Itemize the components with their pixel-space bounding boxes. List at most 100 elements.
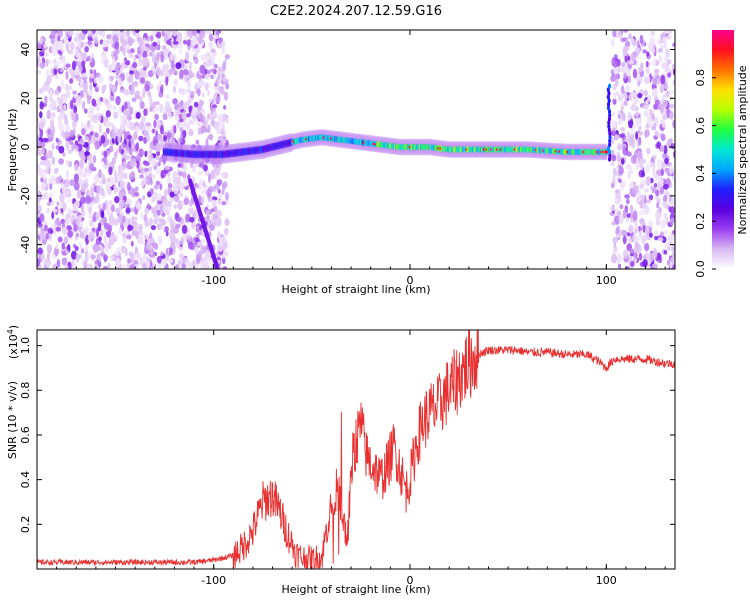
spectrogram-noise-cell	[140, 44, 145, 53]
spectrogram-noise-cell	[152, 54, 157, 64]
spectrogram-noise-cell	[644, 225, 651, 236]
spectrogram-noise-cell	[622, 235, 627, 245]
spectrogram-noise-cell	[662, 195, 668, 202]
colorbar-label: Normalized spectral amplitude	[736, 65, 749, 234]
spectrogram-noise-cell	[129, 207, 135, 213]
spectrogram-noise-cell	[74, 140, 79, 145]
spectrogram-noise-cell	[652, 155, 657, 160]
spectrogram-noise-cell	[180, 237, 184, 245]
spectrogram-noise-cell	[125, 207, 131, 214]
spectrogram-noise-cell	[614, 134, 620, 139]
spectrogram-noise-cell	[183, 64, 188, 70]
spectrogram-noise-cell	[37, 258, 40, 268]
spectrogram-noise-cell	[656, 159, 663, 170]
spectrogram-noise-cell	[77, 95, 81, 103]
spectrogram-noise-cell	[172, 98, 178, 105]
spectrogram-noise-cell	[82, 173, 87, 178]
spectrogram-noise-cell	[620, 181, 624, 191]
spectrogram-noise-cell	[106, 103, 113, 110]
spectrogram-noise-cell	[110, 204, 115, 213]
spectrogram-noise-cell	[127, 182, 131, 192]
spectrogram-noise-cell	[625, 40, 631, 47]
spectrogram-noise-cell	[188, 207, 195, 215]
spectrogram-noise-cell	[164, 254, 170, 261]
spectrogram-noise-cell	[73, 105, 78, 114]
spectrogram-noise-cell	[40, 177, 44, 183]
spectrogram-y-tick-label: -20	[19, 187, 32, 205]
spectrogram-noise-cell	[663, 84, 669, 90]
spectrogram-noise-cell	[89, 56, 93, 63]
spectrogram-noise-cell	[119, 121, 126, 131]
spectrogram-noise-cell	[637, 131, 644, 136]
spectrogram-noise-cell	[662, 153, 669, 158]
spectrogram-noise-cell	[630, 52, 637, 61]
spectrogram-noise-cell	[79, 82, 84, 89]
spectrogram-noise-cell	[208, 33, 214, 42]
spectrogram-noise-cell	[54, 61, 60, 67]
spectrogram-noise-cell	[660, 168, 665, 176]
spectrogram-noise-cell	[169, 191, 175, 198]
spectrogram-noise-cell	[65, 169, 69, 179]
spectrogram-noise-cell	[669, 262, 673, 269]
spectrogram-noise-cell	[644, 89, 648, 97]
spectrogram-noise-cell	[164, 188, 168, 198]
spectrogram-noise-cell	[625, 216, 629, 224]
spectrogram-noise-cell	[185, 100, 192, 106]
spectrogram-noise-cell	[180, 99, 184, 107]
spectrogram-noise-cell	[623, 92, 628, 100]
spectrogram-noise-cell	[62, 152, 66, 157]
spectrogram-noise-cell	[217, 231, 221, 240]
spectrogram-noise-cell	[162, 113, 168, 120]
spectrogram-noise-cell	[610, 182, 615, 189]
spectrogram-noise-cell	[87, 30, 92, 37]
spectrogram-noise-cell	[40, 156, 47, 161]
spectrogram-noise-cell	[632, 185, 637, 195]
spectrogram-noise-cell	[57, 236, 63, 243]
spectrogram-noise-cell	[195, 139, 200, 145]
spectrogram-noise-cell	[62, 179, 66, 185]
spectrogram-noise-cell	[140, 180, 145, 188]
spectrogram-noise-cell	[127, 258, 132, 264]
spectrogram-noise-cell	[628, 33, 632, 39]
spectrogram-noise-cell	[44, 159, 50, 165]
spectrogram-noise-cell	[193, 57, 199, 64]
spectrogram-noise-cell	[616, 256, 620, 265]
spectrogram-x-tick-label: 0	[406, 274, 413, 287]
spectrogram-noise-cell	[47, 128, 51, 135]
colorbar-gradient	[712, 30, 734, 269]
spectrogram-noise-cell	[225, 83, 230, 90]
spectrogram-noise-cell	[177, 175, 181, 185]
spectrogram-noise-cell	[156, 67, 161, 77]
spectrogram-noise-cell	[181, 224, 188, 234]
spectrogram-noise-cell	[636, 159, 640, 170]
spectrogram-noise-cell	[672, 79, 675, 86]
spectrogram-noise-cell	[649, 36, 656, 46]
spectrogram-noise-cell	[69, 99, 74, 110]
spectrogram-noise-cell	[73, 36, 78, 43]
spectrogram-y-tick-label: 0	[19, 144, 32, 151]
spectrogram-marks	[37, 30, 675, 269]
spectrogram-noise-cell	[665, 34, 672, 40]
spectrogram-noise-cell	[39, 101, 44, 110]
spectrogram-noise-cell	[659, 119, 665, 124]
spectrogram-noise-cell	[213, 164, 217, 173]
spectrogram-noise-cell	[77, 52, 82, 61]
spectrogram-noise-cell	[84, 256, 89, 264]
spectrogram-noise-cell	[188, 64, 192, 70]
spectrogram-noise-cell	[130, 48, 135, 54]
spectrogram-noise-cell	[120, 201, 124, 210]
spectrogram-noise-cell	[662, 36, 668, 43]
spectrogram-noise-cell	[105, 138, 110, 146]
spectrogram-noise-cell	[38, 168, 45, 177]
spectrogram-noise-cell	[177, 163, 182, 168]
spectrogram-noise-cell	[152, 108, 156, 114]
spectrogram-noise-cell	[667, 72, 671, 78]
spectrogram-noise-cell	[108, 145, 114, 153]
spectrogram-noise-cell	[135, 112, 141, 120]
spectrogram-noise-cell	[129, 172, 135, 180]
spectrogram-noise-cell	[84, 151, 90, 156]
spectrogram-noise-cell	[65, 140, 70, 150]
spectrogram-noise-cell	[198, 122, 202, 128]
spectrogram-noise-cell	[195, 254, 201, 265]
spectrogram-noise-cell	[620, 85, 625, 95]
